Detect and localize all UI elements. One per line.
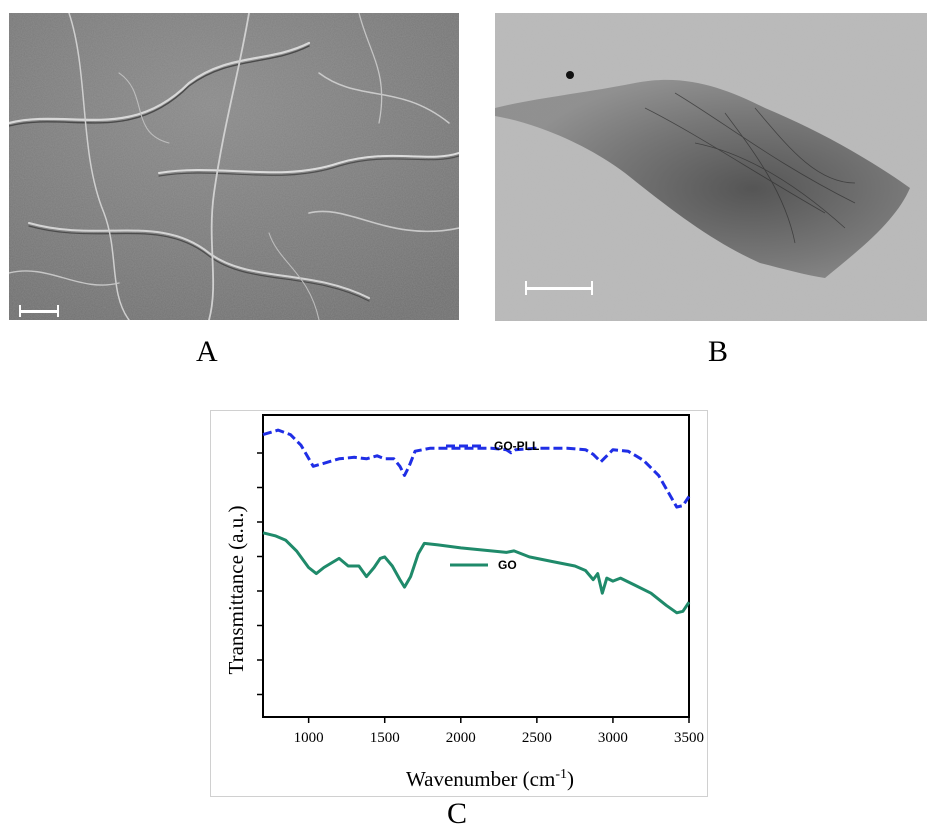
sem-micrograph bbox=[9, 13, 459, 320]
series-line-go-pll bbox=[262, 428, 691, 509]
panel-label-c: C bbox=[447, 797, 468, 830]
x-tick-label: 3000 bbox=[598, 730, 628, 746]
ftir-chart-svg: 1000 1500 2000 2500 3000 3500 GO-PLL GO Transm… bbox=[210, 410, 708, 797]
x-tick-label: 1500 bbox=[370, 730, 400, 746]
x-tick-label: 2000 bbox=[446, 730, 476, 746]
panel-label-a: A bbox=[196, 335, 218, 368]
series-line-go bbox=[262, 531, 691, 615]
tem-image bbox=[495, 13, 927, 321]
plot-border bbox=[262, 414, 690, 718]
chart-frame bbox=[210, 410, 708, 797]
sem-image bbox=[9, 13, 459, 320]
x-tick-label: 1000 bbox=[294, 730, 324, 746]
chart-series bbox=[262, 428, 691, 615]
sem-scale-bar bbox=[19, 305, 59, 317]
x-axis-label-base: Wavenumber (cm bbox=[406, 767, 555, 791]
x-axis-label: Wavenumber (cm-1) bbox=[406, 767, 574, 791]
x-axis-label-close: ) bbox=[567, 767, 574, 791]
chart-axes: 1000 1500 2000 2500 3000 3500 bbox=[257, 414, 704, 746]
legend-label-go: GO bbox=[498, 558, 517, 572]
tem-scale-bar bbox=[525, 281, 593, 295]
ftir-chart: 1000 1500 2000 2500 3000 3500 GO-PLL GO Transm… bbox=[210, 410, 708, 797]
chart-legend: GO-PLL GO bbox=[446, 439, 539, 572]
x-tick-label: 3500 bbox=[674, 730, 704, 746]
y-axis-label: Transmittance (a.u.) bbox=[224, 506, 248, 675]
tem-micrograph bbox=[495, 13, 927, 321]
x-tick-label: 2500 bbox=[522, 730, 552, 746]
x-axis-label-superscript: -1 bbox=[555, 767, 567, 782]
panel-label-b: B bbox=[708, 335, 729, 368]
legend-label-go-pll: GO-PLL bbox=[494, 439, 539, 453]
